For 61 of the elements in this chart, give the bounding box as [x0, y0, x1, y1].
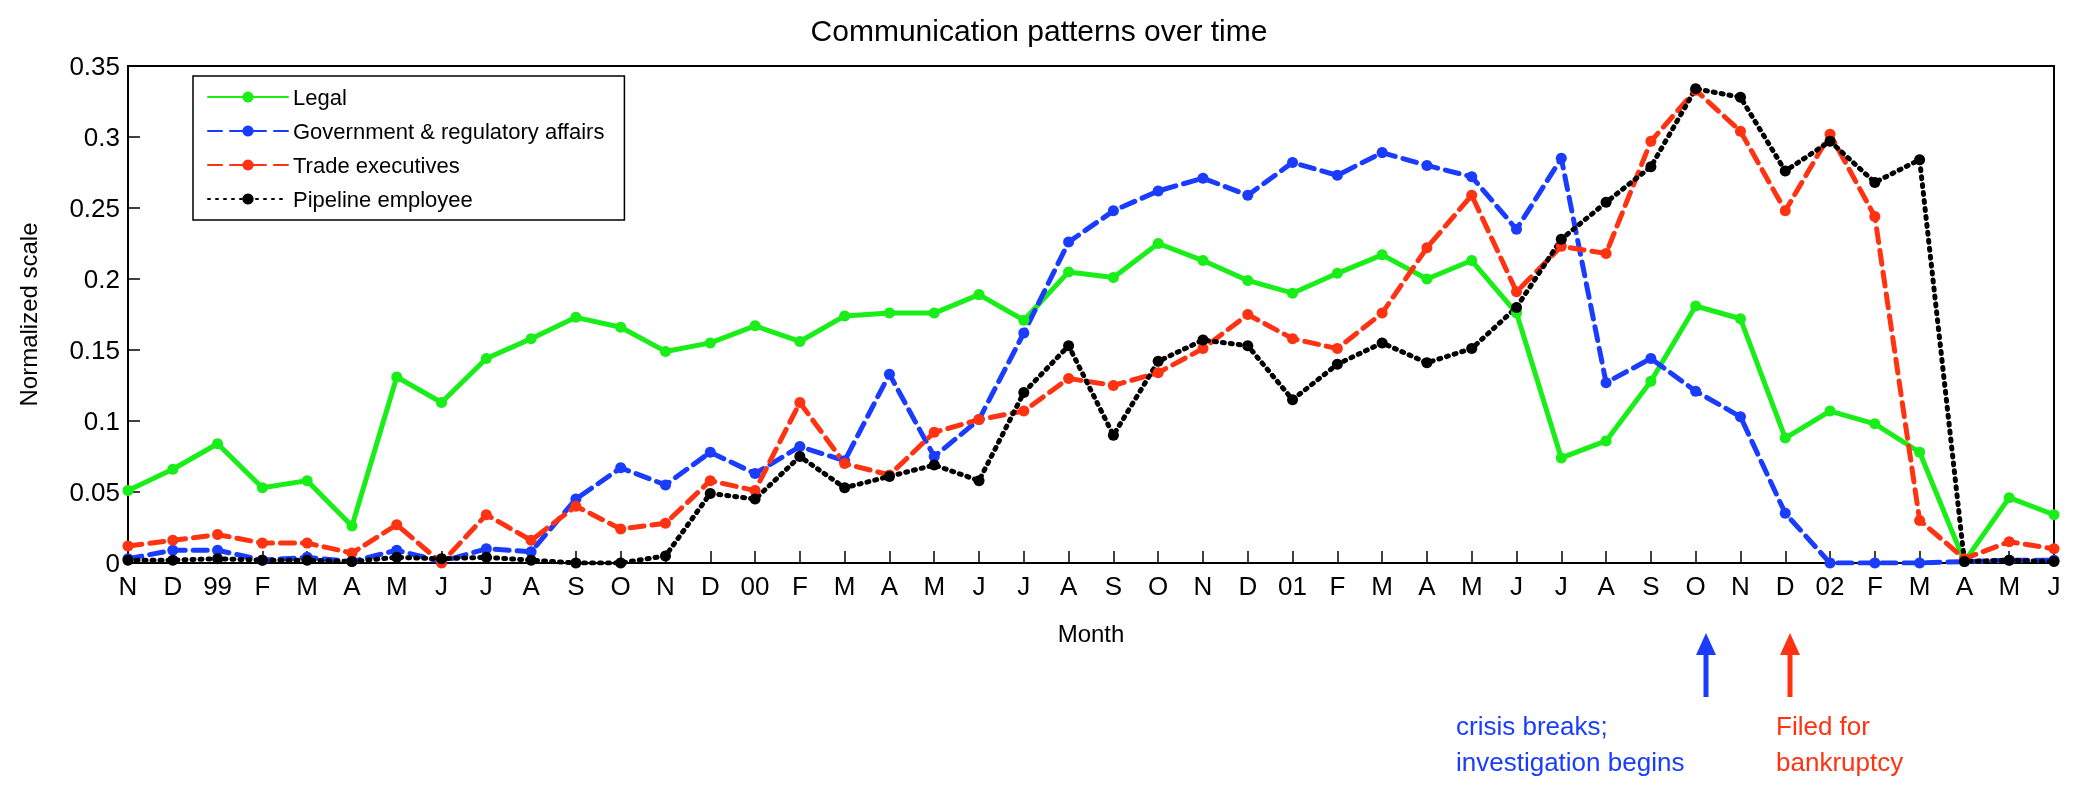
x-tick-label: A [1597, 571, 1616, 601]
x-tick-label: M [833, 571, 856, 601]
x-tick-label: M [1371, 571, 1393, 601]
x-tick-label: N [1731, 571, 1750, 601]
x-tick-label: A [1955, 571, 1974, 601]
x-tick-label: J [1510, 571, 1524, 601]
x-tick-label: J [972, 571, 986, 601]
x-tick-label: M [923, 571, 946, 601]
x-tick-label: J [479, 571, 493, 601]
legend-label: Pipeline employee [293, 186, 473, 212]
x-tick-label: J [435, 571, 449, 601]
x-tick-label: M [385, 571, 408, 601]
x-tick-label: N [1193, 571, 1213, 601]
x-tick-label: D [1775, 571, 1795, 601]
y-tick-label: 0 [105, 548, 120, 578]
y-tick-label: 0.3 [83, 122, 120, 152]
x-tick-label: M [1460, 571, 1483, 601]
legend-label: Trade executives [293, 152, 460, 178]
x-tick-label: M [1908, 571, 1931, 601]
x-tick-label: F [1866, 571, 1883, 601]
x-tick-label: O [610, 571, 631, 601]
x-tick-label: N [656, 571, 675, 601]
y-tick-label: 0.35 [69, 51, 120, 81]
y-tick-label: 0.25 [69, 193, 120, 223]
x-tick-label: A [1418, 571, 1437, 601]
x-tick-label: S [1642, 571, 1660, 601]
x-tick-label: M [1998, 571, 2021, 601]
x-tick-label: J [1554, 571, 1568, 601]
x-tick-label: D [700, 571, 720, 601]
legend-label: Government & regulatory affairs [293, 118, 605, 144]
x-tick-label: F [254, 571, 271, 601]
x-tick-label: 01 [1278, 571, 1308, 601]
x-tick-label: S [1104, 571, 1123, 601]
x-tick-label: D [1238, 571, 1258, 601]
x-tick-label: 02 [1815, 571, 1845, 601]
x-tick-label: O [1148, 571, 1169, 601]
y-tick-label: 0.2 [83, 264, 120, 294]
x-tick-label: A [343, 571, 362, 601]
x-tick-label: O [1685, 571, 1706, 601]
x-tick-label: A [522, 571, 541, 601]
x-tick-label: 99 [203, 571, 233, 601]
legend-label: Legal [293, 84, 347, 110]
text: crisis breaks; investigation begins [1456, 710, 1686, 779]
x-tick-label: F [1329, 571, 1346, 601]
x-tick-label: F [791, 571, 808, 601]
x-tick-label: D [163, 571, 183, 601]
x-tick-label: M [296, 571, 318, 601]
x-tick-label: J [2047, 571, 2061, 601]
y-tick-label: 0.1 [83, 406, 120, 436]
y-tick-label: 0.15 [69, 335, 120, 365]
x-tick-label: A [1059, 571, 1078, 601]
x-axis-title: Month [1057, 619, 1125, 647]
chart-title: Communication patterns over time [810, 13, 1268, 47]
x-tick-label: A [880, 571, 899, 601]
x-tick-label: J [1017, 571, 1031, 601]
x-tick-label: 00 [740, 571, 770, 601]
x-tick-label: S [567, 571, 585, 601]
y-axis-title: Normalized scale [14, 222, 42, 407]
y-tick-label: 0.05 [69, 477, 120, 507]
text: Filed for bankruptcy [1776, 710, 1905, 779]
x-tick-label: N [118, 571, 138, 601]
